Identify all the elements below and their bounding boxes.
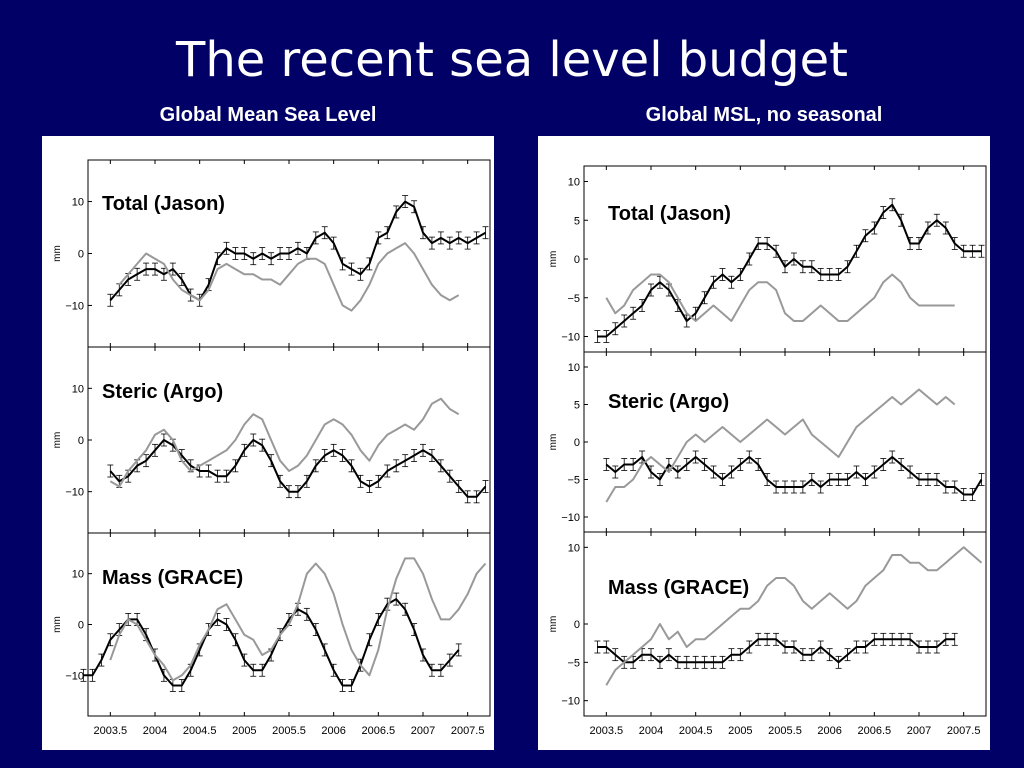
subplot-label: Mass (GRACE) (608, 577, 749, 599)
y-axis-label: mm (52, 245, 63, 262)
x-tick-label: 2005.5 (768, 725, 802, 737)
y-axis-label: mm (548, 251, 559, 268)
y-tick-label: −10 (561, 332, 580, 344)
y-tick-label: 0 (574, 437, 580, 449)
subplot-label: Total (Jason) (608, 203, 731, 225)
gray-series-line (109, 397, 460, 488)
y-tick-label: 0 (78, 249, 84, 261)
plot-frame (583, 165, 987, 717)
x-tick-label: 2003.5 (590, 725, 624, 737)
gray-series-line (118, 242, 460, 312)
right-chart-svg: −10 −5 0 5 10 mm Total (Jason) −10 −5 0 5 10 mm Steri… (548, 165, 987, 737)
left-chart-svg: −10 0 10 mm Total (Jason) −10 0 10 mm Steric (Arg… (52, 159, 491, 737)
black-series-line (83, 598, 460, 687)
x-tick-label: 2004.5 (679, 725, 713, 737)
black-series-line (597, 203, 982, 338)
gray-series-line (605, 546, 983, 686)
subplot-label: Steric (Argo) (102, 381, 223, 403)
x-tick-label: 2004 (639, 725, 663, 737)
y-tick-label: 0 (78, 435, 84, 447)
y-axis-label: mm (548, 434, 559, 451)
slide-title: The recent sea level budget (176, 32, 848, 88)
y-axis-label: mm (548, 616, 559, 633)
y-tick-label: 0 (574, 619, 580, 631)
x-tick-label: 2004 (143, 725, 167, 737)
x-tick-label: 2006.5 (858, 725, 892, 737)
y-tick-label: −10 (561, 512, 580, 524)
left-chart-panel: −10 0 10 mm Total (Jason) −10 0 10 mm Steric (Arg… (42, 136, 494, 750)
x-tick-label: 2004.5 (183, 725, 217, 737)
subplot-label: Total (Jason) (102, 193, 225, 215)
y-tick-label: 10 (568, 542, 580, 554)
y-axis-label: mm (52, 432, 63, 449)
x-tick-label: 2005 (232, 725, 256, 737)
y-tick-label: −10 (561, 696, 580, 708)
y-tick-label: −10 (65, 670, 84, 682)
right-panel-heading: Global MSL, no seasonal (645, 104, 883, 126)
x-tick-label: 2007 (411, 725, 435, 737)
y-tick-label: 5 (574, 400, 580, 412)
left-panel-heading: Global Mean Sea Level (159, 104, 377, 126)
subplot-label: Mass (GRACE) (102, 567, 243, 589)
y-tick-label: 0 (78, 620, 84, 632)
y-tick-label: 10 (72, 197, 84, 209)
y-tick-label: −5 (567, 475, 580, 487)
y-tick-label: −5 (567, 657, 580, 669)
plot-frame (87, 159, 491, 717)
x-tick-label: 2005 (728, 725, 752, 737)
subplot-label: Steric (Argo) (608, 391, 729, 413)
y-tick-label: −5 (567, 293, 580, 305)
x-tick-label: 2007.5 (947, 725, 981, 737)
y-tick-label: 10 (568, 362, 580, 374)
x-tick-label: 2007.5 (451, 725, 485, 737)
y-tick-label: 0 (574, 254, 580, 266)
gray-series-line (605, 273, 955, 322)
x-tick-label: 2006 (817, 725, 841, 737)
x-tick-label: 2005.5 (272, 725, 306, 737)
x-tick-label: 2003.5 (94, 725, 128, 737)
x-tick-label: 2006.5 (362, 725, 396, 737)
y-tick-label: 10 (72, 383, 84, 395)
x-tick-label: 2006 (321, 725, 345, 737)
gray-series-line (109, 557, 487, 682)
y-axis-label: mm (52, 616, 63, 633)
right-chart-panel: −10 −5 0 5 10 mm Total (Jason) −10 −5 0 5 10 mm Steri… (538, 136, 990, 750)
y-tick-label: −10 (65, 487, 84, 499)
x-tick-label: 2007 (907, 725, 931, 737)
y-tick-label: 10 (72, 569, 84, 581)
y-tick-label: 5 (574, 215, 580, 227)
y-tick-label: −10 (65, 300, 84, 312)
gray-series-line (605, 388, 956, 503)
y-tick-label: 10 (568, 177, 580, 189)
